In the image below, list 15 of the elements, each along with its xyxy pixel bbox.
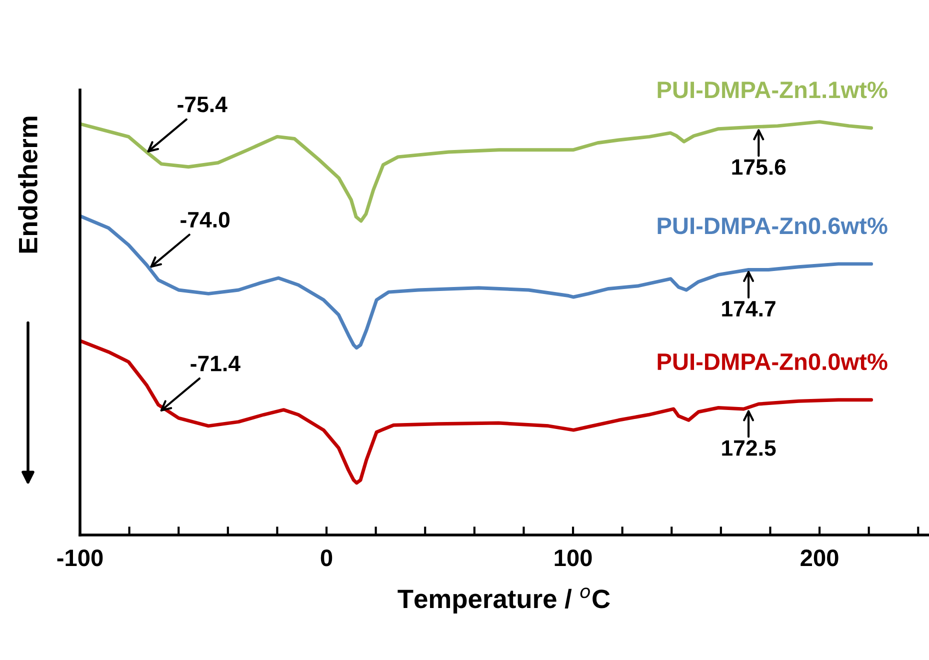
x-tick-label: -100 [57, 550, 103, 566]
annotation: -74.0 [180, 212, 230, 228]
x-tick-label: 200 [800, 550, 838, 566]
series-label: PUI-DMPA-Zn0.6wt% [658, 217, 888, 234]
annotation: -71.4 [190, 356, 240, 372]
x-tick-label: 100 [554, 550, 592, 566]
series-label: PUI-DMPA-Zn1.1wt% [658, 82, 888, 98]
annotation: 172.5 [722, 440, 776, 456]
x-axis-title: Temperature / $^{o}$C [398, 588, 610, 614]
annotation: -75.4 [178, 96, 228, 112]
y-axis-title: Endotherm [18, 116, 38, 253]
annotation: 174.7 [722, 301, 776, 316]
x-tick-label: 0 [320, 550, 332, 566]
series-label: PUI-DMPA-Zn0.0wt% [658, 353, 888, 370]
annotation: 175.6 [732, 159, 786, 175]
